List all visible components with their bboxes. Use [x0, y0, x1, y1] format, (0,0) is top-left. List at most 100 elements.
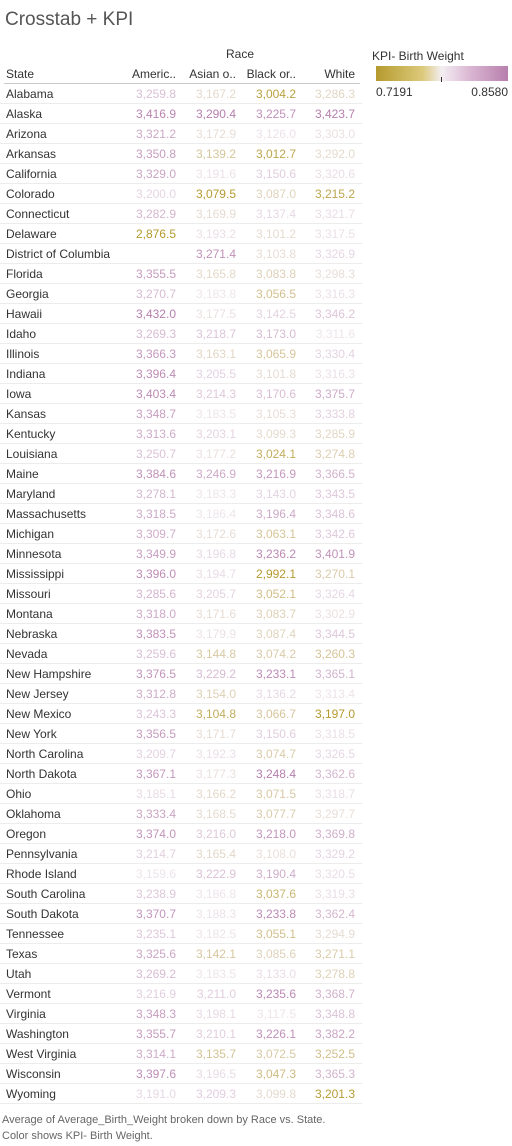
table-cell[interactable]: 3,318.0 [135, 607, 176, 621]
table-row[interactable]: Louisiana 3,250.7 3,177.2 3,024.1 3,274.8 [0, 444, 362, 464]
table-cell[interactable]: 3,216.9 [135, 987, 176, 1001]
table-cell[interactable]: 3,190.4 [255, 867, 296, 881]
table-cell[interactable]: 2,992.1 [255, 567, 296, 581]
table-cell[interactable]: 3,362.4 [314, 907, 355, 921]
table-row[interactable]: Michigan 3,309.7 3,172.6 3,063.1 3,342.6 [0, 524, 362, 544]
table-row[interactable]: Virginia 3,348.3 3,198.1 3,117.5 3,348.8 [0, 1004, 362, 1024]
table-row[interactable]: Maryland 3,278.1 3,183.3 3,143.0 3,343.5 [0, 484, 362, 504]
table-cell[interactable]: 3,368.7 [314, 987, 355, 1001]
table-row[interactable]: Washington 3,355.7 3,210.1 3,226.1 3,382.2 [0, 1024, 362, 1044]
table-cell[interactable]: 3,063.1 [255, 527, 296, 541]
table-row[interactable]: Tennessee 3,235.1 3,182.5 3,055.1 3,294.9 [0, 924, 362, 944]
table-cell[interactable]: 3,209.7 [135, 747, 176, 761]
table-row[interactable]: Iowa 3,403.4 3,214.3 3,170.6 3,375.7 [0, 384, 362, 404]
table-cell[interactable]: 3,319.3 [314, 887, 355, 901]
table-cell[interactable]: 3,318.5 [314, 727, 355, 741]
table-cell[interactable]: 3,333.4 [135, 807, 176, 821]
table-cell[interactable]: 3,196.4 [255, 507, 296, 521]
table-cell[interactable]: 3,321.2 [135, 127, 176, 141]
table-cell[interactable]: 3,326.4 [314, 587, 355, 601]
table-row[interactable]: Massachusetts 3,318.5 3,186.4 3,196.4 3,348.… [0, 504, 362, 524]
table-cell[interactable]: 3,167.2 [195, 87, 236, 101]
table-cell[interactable]: 3,270.1 [314, 567, 355, 581]
table-row[interactable]: South Dakota 3,370.7 3,188.3 3,233.8 3,362.4 [0, 904, 362, 924]
table-cell[interactable]: 3,222.9 [195, 867, 236, 881]
table-cell[interactable]: 3,233.8 [255, 907, 296, 921]
table-cell[interactable]: 3,312.8 [135, 687, 176, 701]
table-cell[interactable]: 3,108.0 [255, 847, 296, 861]
table-cell[interactable]: 3,329.0 [135, 167, 176, 181]
table-cell[interactable]: 3,214.3 [195, 387, 236, 401]
table-cell[interactable]: 3,083.7 [255, 607, 296, 621]
table-cell[interactable]: 3,271.1 [314, 947, 355, 961]
table-cell[interactable]: 3,183.3 [195, 487, 236, 501]
table-row[interactable]: West Virginia 3,314.1 3,135.7 3,072.5 3,252.… [0, 1044, 362, 1064]
table-row[interactable]: Nebraska 3,383.5 3,179.9 3,087.4 3,344.5 [0, 624, 362, 644]
table-cell[interactable]: 3,285.6 [135, 587, 176, 601]
table-cell[interactable]: 3,012.7 [255, 147, 296, 161]
table-cell[interactable]: 3,194.7 [195, 567, 236, 581]
table-cell[interactable]: 3,024.1 [255, 447, 296, 461]
table-cell[interactable]: 3,105.3 [255, 407, 296, 421]
table-cell[interactable]: 3,376.5 [135, 667, 176, 681]
table-cell[interactable]: 3,171.6 [195, 607, 236, 621]
table-cell[interactable]: 3,077.7 [255, 807, 296, 821]
table-row[interactable]: New Mexico 3,243.3 3,104.8 3,066.7 3,197.0 [0, 704, 362, 724]
table-cell[interactable]: 3,350.8 [135, 147, 176, 161]
row-header-state[interactable]: State [6, 67, 35, 81]
table-cell[interactable]: 3,348.6 [314, 507, 355, 521]
table-cell[interactable]: 3,154.0 [195, 687, 236, 701]
table-cell[interactable]: 3,302.9 [314, 607, 355, 621]
table-cell[interactable]: 3,144.8 [195, 647, 236, 661]
table-row[interactable]: North Carolina 3,209.7 3,192.3 3,074.7 3,326… [0, 744, 362, 764]
table-cell[interactable]: 3,135.7 [195, 1047, 236, 1061]
table-cell[interactable]: 3,282.9 [135, 207, 176, 221]
column-header-white[interactable]: White [324, 67, 355, 81]
table-cell[interactable]: 3,259.8 [135, 87, 176, 101]
table-cell[interactable]: 3,330.4 [314, 347, 355, 361]
table-cell[interactable]: 3,370.7 [135, 907, 176, 921]
table-cell[interactable]: 3,285.9 [314, 427, 355, 441]
table-row[interactable]: Missouri 3,285.6 3,205.7 3,052.1 3,326.4 [0, 584, 362, 604]
table-cell[interactable]: 3,165.4 [195, 847, 236, 861]
table-cell[interactable]: 3,211.0 [196, 987, 236, 1001]
table-cell[interactable]: 3,344.5 [314, 627, 355, 641]
table-cell[interactable]: 3,104.8 [195, 707, 236, 721]
table-cell[interactable]: 3,290.4 [195, 107, 236, 121]
table-row[interactable]: Oklahoma 3,333.4 3,168.5 3,077.7 3,297.7 [0, 804, 362, 824]
table-cell[interactable]: 3,177.3 [195, 767, 236, 781]
table-row[interactable]: Connecticut 3,282.9 3,169.9 3,137.4 3,321.7 [0, 204, 362, 224]
table-cell[interactable]: 3,311.6 [315, 327, 355, 341]
table-cell[interactable]: 3,318.5 [135, 507, 176, 521]
table-cell[interactable]: 3,278.1 [135, 487, 176, 501]
table-row[interactable]: Florida 3,355.5 3,165.8 3,083.8 3,298.3 [0, 264, 362, 284]
table-cell[interactable]: 3,196.8 [195, 547, 236, 561]
table-row[interactable]: Oregon 3,374.0 3,216.0 3,218.0 3,369.8 [0, 824, 362, 844]
table-cell[interactable]: 3,355.7 [135, 1027, 176, 1041]
table-cell[interactable]: 3,313.6 [135, 427, 176, 441]
table-cell[interactable]: 3,052.1 [255, 587, 296, 601]
table-cell[interactable]: 3,168.5 [195, 807, 236, 821]
table-cell[interactable]: 3,193.2 [195, 227, 236, 241]
table-cell[interactable]: 3,214.7 [135, 847, 176, 861]
table-cell[interactable]: 3,349.9 [135, 547, 176, 561]
table-cell[interactable]: 3,191.0 [135, 1087, 176, 1101]
table-cell[interactable]: 3,137.4 [255, 207, 296, 221]
table-cell[interactable]: 3,179.9 [195, 627, 236, 641]
table-cell[interactable]: 3,320.5 [314, 867, 355, 881]
table-row[interactable]: Illinois 3,366.3 3,163.1 3,065.9 3,330.4 [0, 344, 362, 364]
table-cell[interactable]: 3,186.8 [195, 887, 236, 901]
table-cell[interactable]: 3,238.9 [135, 887, 176, 901]
table-cell[interactable]: 3,216.0 [195, 827, 236, 841]
table-row[interactable]: Texas 3,325.6 3,142.1 3,085.6 3,271.1 [0, 944, 362, 964]
table-cell[interactable]: 3,329.2 [314, 847, 355, 861]
table-cell[interactable]: 3,348.3 [135, 1007, 176, 1021]
table-row[interactable]: Utah 3,269.2 3,183.5 3,133.0 3,278.8 [0, 964, 362, 984]
table-row[interactable]: Pennsylvania 3,214.7 3,165.4 3,108.0 3,329.2 [0, 844, 362, 864]
table-cell[interactable]: 3,382.2 [314, 1027, 355, 1041]
table-cell[interactable]: 3,229.2 [195, 667, 236, 681]
table-cell[interactable]: 3,074.2 [255, 647, 296, 661]
table-cell[interactable]: 3,101.2 [255, 227, 296, 241]
table-cell[interactable]: 3,047.3 [255, 1067, 296, 1081]
table-cell[interactable]: 3,317.5 [314, 227, 355, 241]
